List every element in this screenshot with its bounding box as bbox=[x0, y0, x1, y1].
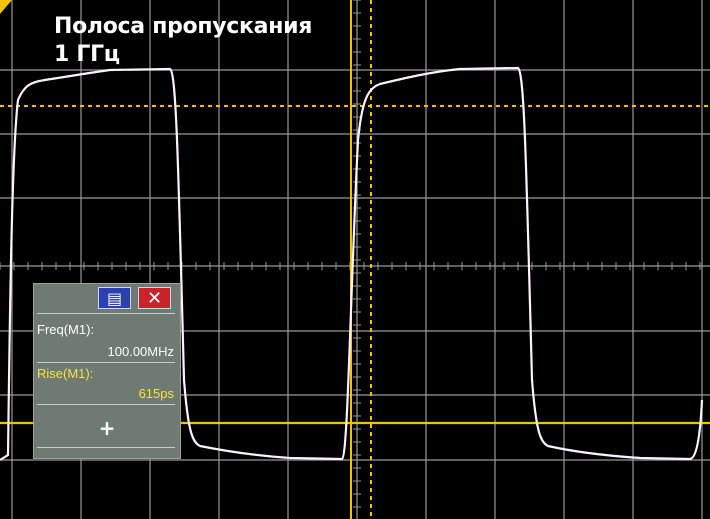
rise-value: 615ps bbox=[138, 386, 174, 401]
trigger-marker-icon bbox=[0, 0, 12, 14]
bandwidth-value: 1 ГГц bbox=[54, 42, 120, 67]
close-icon: ✕ bbox=[146, 287, 163, 309]
divider bbox=[37, 313, 175, 314]
measurement-panel: ▤ ✕ Freq(M1): 100.00MHz Rise(M1): 615ps … bbox=[33, 283, 181, 459]
rise-label: Rise(M1): bbox=[37, 366, 94, 381]
waveform-trace bbox=[0, 66, 704, 461]
list-icon: ▤ bbox=[106, 288, 123, 308]
freq-value: 100.00MHz bbox=[107, 344, 174, 359]
divider bbox=[37, 404, 175, 405]
divider bbox=[37, 362, 175, 363]
add-measurement-button[interactable]: + bbox=[34, 416, 180, 440]
divider bbox=[37, 447, 175, 448]
freq-label: Freq(M1): bbox=[37, 322, 95, 337]
bandwidth-title: Полоса пропускания bbox=[54, 14, 313, 39]
close-button[interactable]: ✕ bbox=[138, 287, 171, 309]
menu-button[interactable]: ▤ bbox=[98, 287, 131, 309]
plus-icon: + bbox=[98, 416, 116, 440]
